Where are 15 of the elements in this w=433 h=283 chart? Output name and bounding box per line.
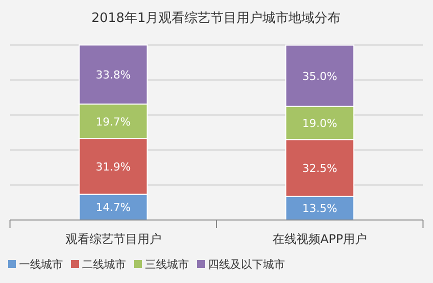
x-tick-label: 观看综艺节目用户 [65, 232, 162, 246]
data-label: 13.5% [302, 202, 338, 216]
data-label: 19.0% [302, 116, 338, 130]
data-label: 31.9% [96, 160, 131, 174]
data-label: 32.5% [302, 162, 338, 175]
legend-label: 四线及以下城市 [208, 258, 285, 271]
legend-label: 一线城市 [19, 258, 63, 271]
data-label: 19.7% [96, 115, 131, 128]
chart-title: 2018年1月观看综艺节目用户城市地域分布 [91, 11, 341, 26]
legend-label: 二线城市 [82, 258, 126, 271]
legend-label: 三线城市 [145, 258, 189, 271]
data-label: 33.8% [96, 68, 131, 82]
data-label: 35.0% [302, 70, 338, 83]
x-tick-label: 在线视频APP用户 [272, 232, 368, 246]
data-label: 14.7% [96, 201, 131, 214]
